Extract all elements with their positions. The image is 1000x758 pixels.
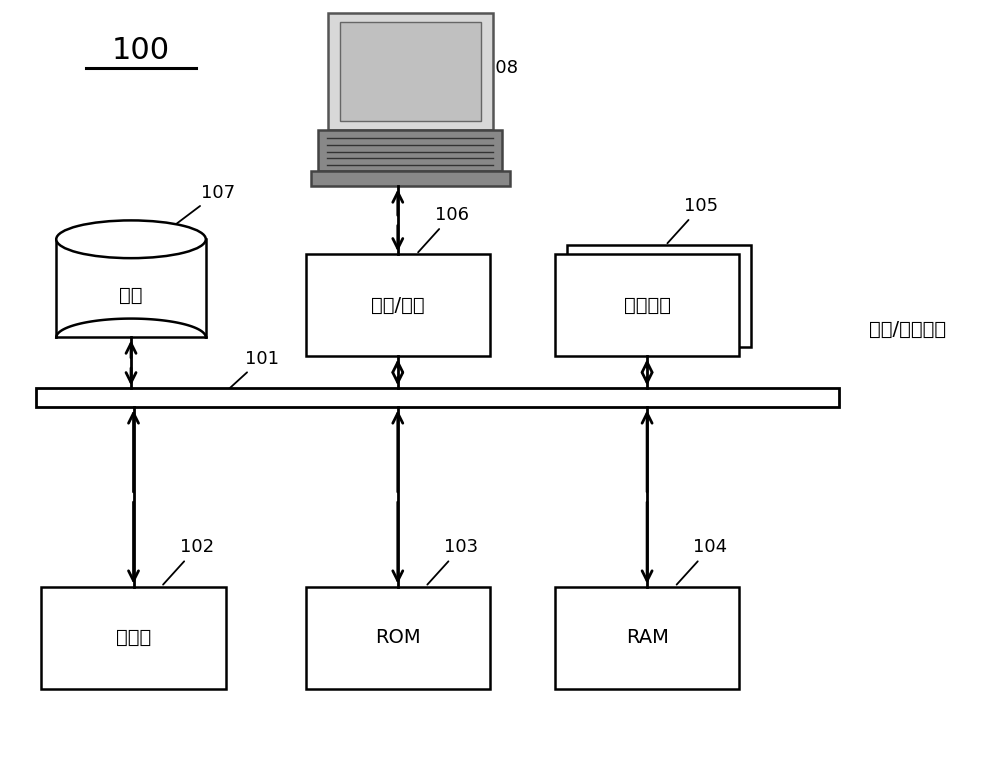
Text: 通信端口: 通信端口 bbox=[624, 296, 671, 315]
Bar bbox=[555, 587, 739, 688]
Text: 来自/去往网络: 来自/去往网络 bbox=[869, 321, 946, 340]
Bar bbox=[306, 587, 490, 688]
Text: 硬盘: 硬盘 bbox=[119, 287, 143, 305]
Bar bbox=[555, 255, 739, 356]
Bar bbox=[328, 13, 493, 130]
Bar bbox=[311, 171, 510, 186]
Bar bbox=[41, 587, 226, 688]
Ellipse shape bbox=[56, 221, 206, 258]
Text: 107: 107 bbox=[173, 183, 235, 227]
Text: 103: 103 bbox=[427, 538, 478, 584]
Text: 输入/输出: 输入/输出 bbox=[371, 296, 425, 315]
Text: 处理器: 处理器 bbox=[116, 628, 151, 647]
Text: 100: 100 bbox=[112, 36, 170, 65]
Text: 101: 101 bbox=[215, 349, 279, 402]
Text: 108: 108 bbox=[470, 59, 518, 105]
Text: ROM: ROM bbox=[375, 628, 421, 647]
Bar bbox=[318, 130, 502, 171]
Text: RAM: RAM bbox=[626, 628, 669, 647]
Text: 102: 102 bbox=[163, 538, 214, 584]
Bar bbox=[36, 388, 839, 407]
Bar bbox=[567, 246, 751, 347]
Text: 104: 104 bbox=[677, 538, 727, 584]
Bar bbox=[340, 22, 481, 121]
Text: 105: 105 bbox=[667, 197, 718, 243]
Bar bbox=[306, 255, 490, 356]
Text: 106: 106 bbox=[418, 206, 469, 252]
